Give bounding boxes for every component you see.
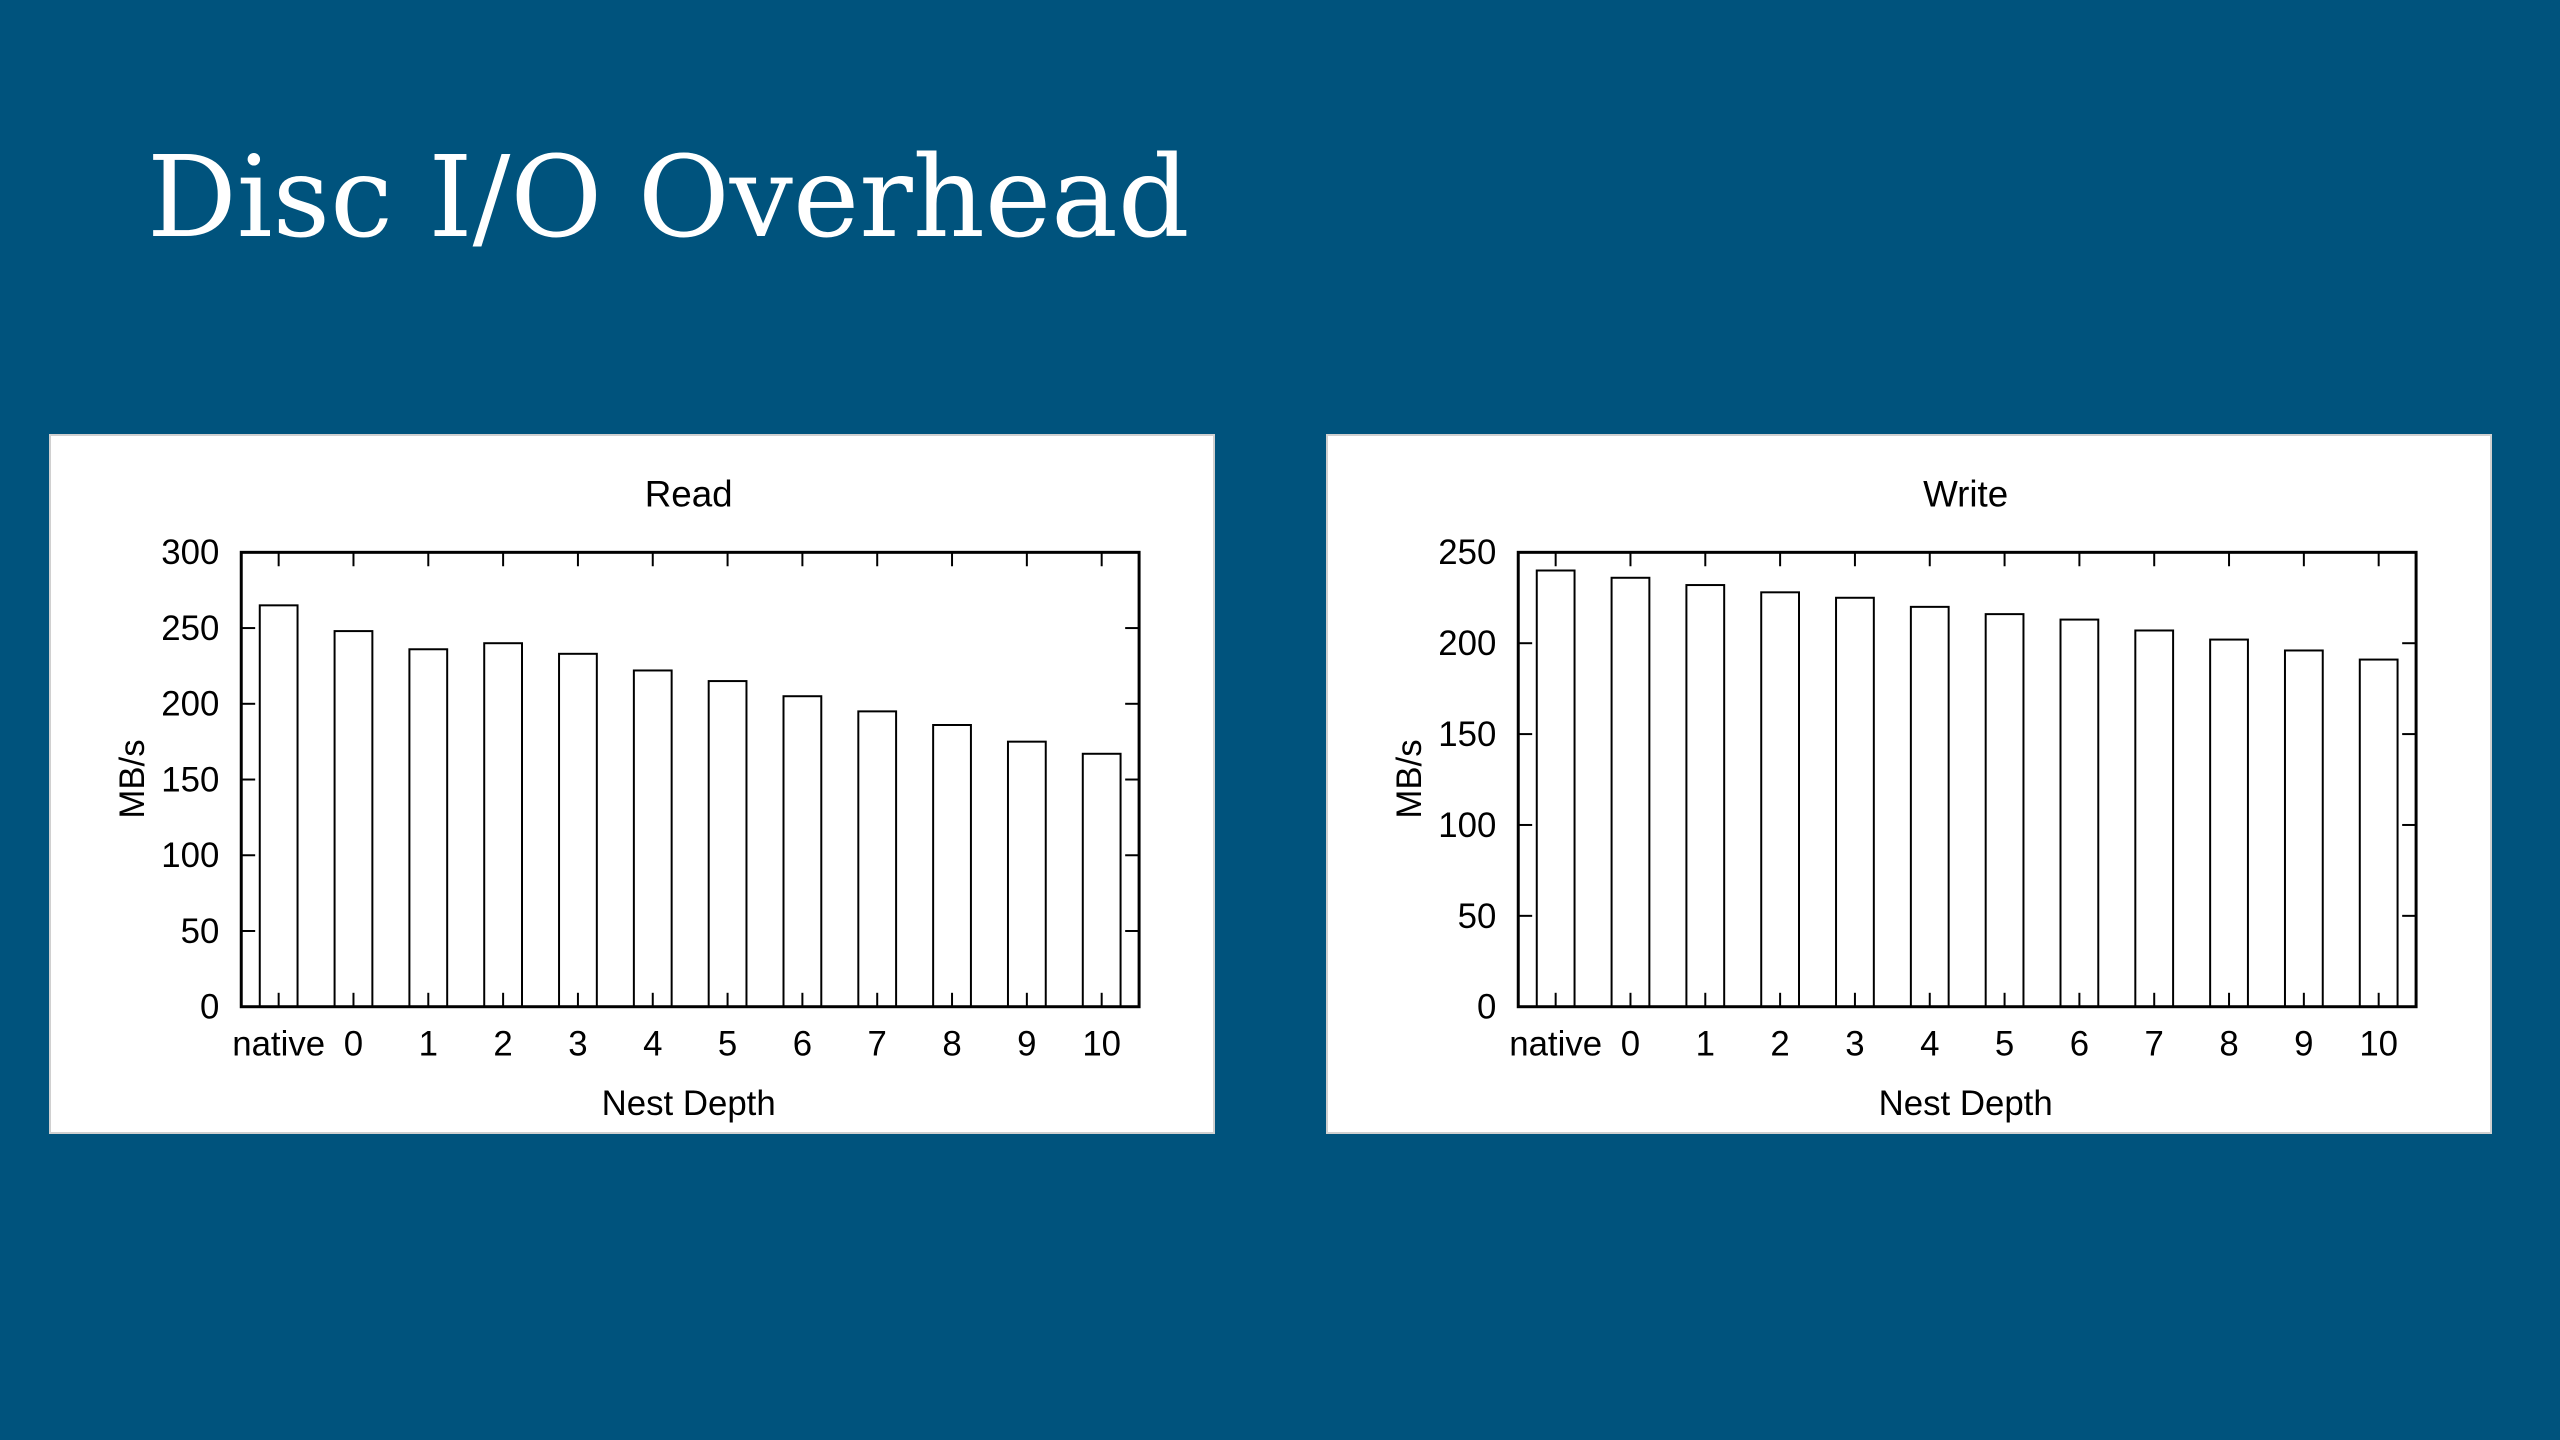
bars-layer bbox=[258, 604, 1122, 1008]
bar-5 bbox=[707, 680, 748, 1008]
x-tick-label: native bbox=[1509, 1024, 1602, 1063]
slide-title: Disc I/O Overhead bbox=[147, 133, 1190, 263]
y-tick-label: 0 bbox=[200, 988, 219, 1027]
y-axis-label: MB/s bbox=[113, 739, 152, 818]
plot-frame bbox=[1516, 550, 2418, 1009]
bar-7 bbox=[2134, 629, 2175, 1008]
write-chart-panel: Write native 0 1 2 3 4 5 6 7 8 9 10 0 50 100 150 200 250 … bbox=[1326, 434, 2492, 1134]
x-tick-label: 6 bbox=[2070, 1024, 2089, 1063]
y-tick-label: 200 bbox=[1438, 624, 1496, 663]
y-tick-label: 100 bbox=[161, 836, 219, 875]
bar-2 bbox=[1760, 591, 1801, 1008]
x-tick-label: 3 bbox=[568, 1024, 587, 1063]
x-tick-label: 0 bbox=[1621, 1024, 1640, 1063]
x-tick-label: 10 bbox=[2359, 1024, 2398, 1063]
bar-6 bbox=[782, 695, 823, 1008]
y-tick-label: 200 bbox=[161, 685, 219, 724]
bar-7 bbox=[857, 710, 898, 1008]
bar-native bbox=[258, 604, 299, 1008]
x-tick-label: 1 bbox=[1696, 1024, 1715, 1063]
read-chart: Read native 0 1 2 3 4 5 6 7 8 9 1005010015020025030… bbox=[113, 474, 1141, 1123]
y-tick-label: 100 bbox=[1438, 806, 1496, 845]
read-chart-panel: Read native 0 1 2 3 4 5 6 7 8 9 10 0 50 100 150 200 250 30… bbox=[49, 434, 1215, 1134]
bar-8 bbox=[2209, 638, 2249, 1008]
bar-4 bbox=[632, 669, 673, 1008]
y-tick-label: 150 bbox=[161, 760, 219, 799]
ticks-layer bbox=[241, 551, 1140, 1008]
x-tick-label: 4 bbox=[1920, 1024, 1939, 1063]
x-tick-label: 2 bbox=[1770, 1024, 1789, 1063]
bar-10 bbox=[2358, 658, 2399, 1008]
y-tick-label: 150 bbox=[1438, 715, 1496, 754]
ticks-layer bbox=[1518, 551, 2417, 1008]
chart-title: Write bbox=[1923, 474, 2008, 515]
bar-0 bbox=[1610, 576, 1651, 1008]
x-tick-label: 7 bbox=[868, 1024, 887, 1063]
x-tick-label: 9 bbox=[1017, 1024, 1036, 1063]
y-tick-label: 50 bbox=[181, 912, 220, 951]
x-tick-label: 5 bbox=[718, 1024, 737, 1063]
bar-1 bbox=[1685, 584, 1726, 1008]
x-tick-label: 8 bbox=[2219, 1024, 2238, 1063]
x-tick-label: 6 bbox=[793, 1024, 812, 1063]
bar-0 bbox=[333, 630, 374, 1008]
x-tick-label: 4 bbox=[643, 1024, 662, 1063]
y-axis-label: MB/s bbox=[1390, 739, 1429, 818]
bar-9 bbox=[1006, 740, 1047, 1008]
y-tick-label: 0 bbox=[1477, 988, 1496, 1027]
x-tick-label: native bbox=[232, 1024, 325, 1063]
y-tick-label: 250 bbox=[161, 609, 219, 648]
x-tick-label: 3 bbox=[1845, 1024, 1864, 1063]
bar-2 bbox=[483, 642, 524, 1008]
bar-9 bbox=[2283, 649, 2324, 1008]
bar-native bbox=[1535, 569, 1576, 1008]
y-tick-label: 300 bbox=[161, 533, 219, 572]
x-axis-label: Nest Depth bbox=[1879, 1084, 2053, 1123]
bar-1 bbox=[408, 648, 449, 1008]
x-tick-label: 10 bbox=[1082, 1024, 1121, 1063]
bars-layer bbox=[1535, 569, 2399, 1008]
x-tick-label: 0 bbox=[344, 1024, 363, 1063]
plot-frame bbox=[239, 550, 1141, 1009]
x-tick-label: 1 bbox=[419, 1024, 438, 1063]
x-tick-label: 2 bbox=[493, 1024, 512, 1063]
bar-8 bbox=[932, 724, 972, 1008]
bar-3 bbox=[1835, 596, 1875, 1008]
x-axis-label: Nest Depth bbox=[602, 1084, 776, 1123]
y-tick-label: 50 bbox=[1458, 897, 1497, 936]
chart-title: Read bbox=[645, 474, 733, 515]
bar-3 bbox=[558, 652, 598, 1008]
bar-5 bbox=[1984, 613, 2025, 1008]
bar-6 bbox=[2059, 618, 2100, 1008]
x-tick-label: 9 bbox=[2294, 1024, 2313, 1063]
write-chart: Write native 0 1 2 3 4 5 6 7 8 9 10050100150200250 … bbox=[1390, 474, 2418, 1123]
x-tick-label: 8 bbox=[942, 1024, 961, 1063]
x-tick-label: 5 bbox=[1995, 1024, 2014, 1063]
x-tick-label: 7 bbox=[2145, 1024, 2164, 1063]
bar-10 bbox=[1081, 752, 1122, 1008]
y-tick-label: 250 bbox=[1438, 533, 1496, 572]
bar-4 bbox=[1909, 605, 1950, 1008]
